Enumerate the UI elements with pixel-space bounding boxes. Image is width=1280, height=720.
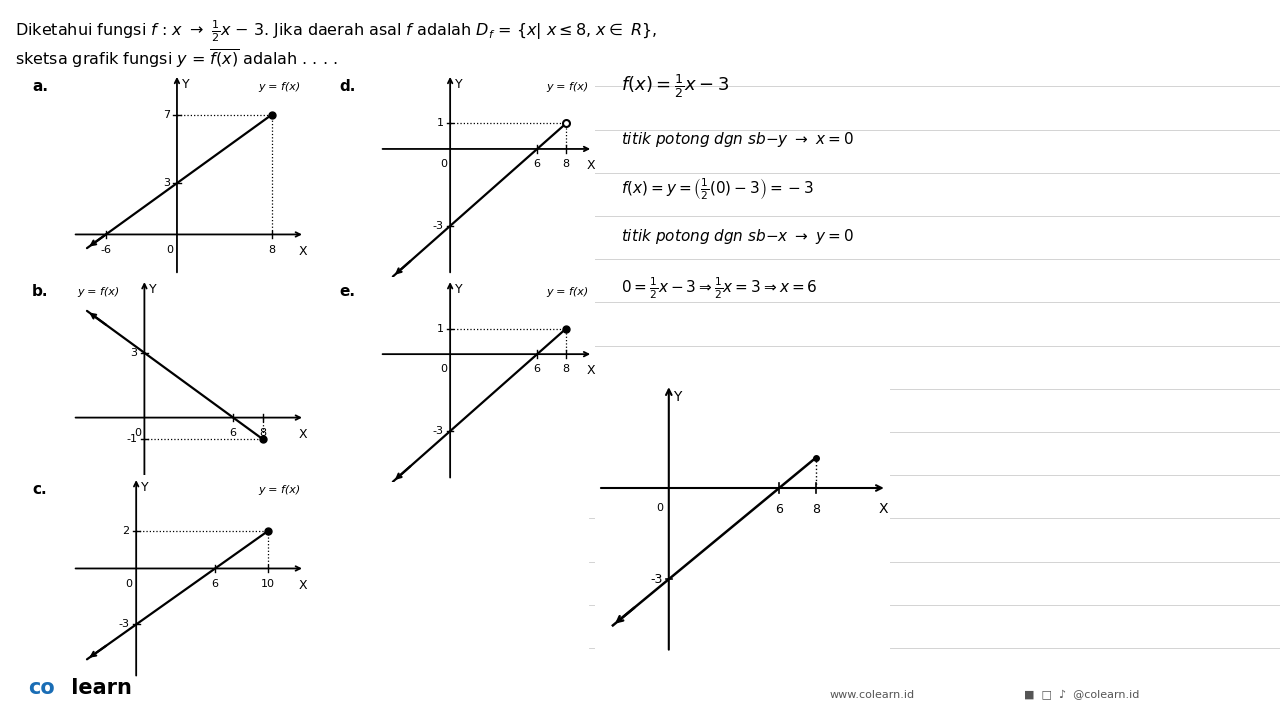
Text: ■  □  ♪  @colearn.id: ■ □ ♪ @colearn.id	[1024, 690, 1139, 700]
Text: X: X	[298, 245, 307, 258]
Text: b.: b.	[32, 284, 49, 300]
Text: 6: 6	[776, 503, 783, 516]
Text: d.: d.	[339, 79, 356, 94]
Text: Y: Y	[182, 78, 189, 91]
Text: titik potong dgn sb$-y$ $\rightarrow$ $x=0$: titik potong dgn sb$-y$ $\rightarrow$ $x…	[621, 130, 854, 148]
Text: Y: Y	[150, 284, 156, 297]
Text: 7: 7	[163, 109, 170, 120]
Text: 0: 0	[166, 245, 173, 255]
Text: 3: 3	[131, 348, 137, 358]
Text: titik potong dgn sb$-x$ $\rightarrow$ $y=0$: titik potong dgn sb$-x$ $\rightarrow$ $y…	[621, 227, 854, 246]
Text: y = f(x): y = f(x)	[78, 287, 120, 297]
Text: 1: 1	[436, 118, 444, 128]
Text: 2: 2	[122, 526, 129, 536]
Text: Y: Y	[141, 482, 148, 495]
Text: sketsa grafik fungsi $y$ = $\overline{f(x)}$ adalah . . . .: sketsa grafik fungsi $y$ = $\overline{f(…	[15, 47, 338, 70]
Text: X: X	[298, 428, 307, 441]
Text: 8: 8	[563, 364, 570, 374]
Text: 1: 1	[436, 323, 444, 333]
Text: -1: -1	[127, 434, 137, 444]
Text: 0: 0	[440, 364, 447, 374]
Text: 6: 6	[229, 428, 237, 438]
Text: 8: 8	[268, 245, 275, 255]
Text: y = f(x): y = f(x)	[257, 485, 300, 495]
Text: $f(x) = y = \left(\frac{1}{2}(0) - 3\right) = -3$: $f(x) = y = \left(\frac{1}{2}(0) - 3\rig…	[621, 176, 814, 202]
Text: -3: -3	[118, 619, 129, 629]
Text: $0 = \frac{1}{2}x - 3 \Rightarrow \frac{1}{2}x = 3 \Rightarrow x = 6$: $0 = \frac{1}{2}x - 3 \Rightarrow \frac{…	[621, 275, 818, 301]
Text: 8: 8	[563, 159, 570, 169]
Text: 0: 0	[655, 503, 663, 513]
Text: 6: 6	[211, 579, 219, 589]
Text: Y: Y	[454, 284, 462, 297]
Text: c.: c.	[32, 482, 46, 498]
Text: 0: 0	[440, 159, 447, 169]
Text: y = f(x): y = f(x)	[257, 82, 300, 92]
Text: -3: -3	[433, 426, 444, 436]
Text: 8: 8	[812, 503, 820, 516]
Text: X: X	[586, 364, 595, 377]
Text: 6: 6	[534, 364, 540, 374]
Text: X: X	[586, 159, 595, 172]
Text: -6: -6	[100, 245, 111, 255]
Text: -3: -3	[433, 221, 444, 231]
Text: Y: Y	[673, 390, 681, 404]
Text: 10: 10	[261, 579, 275, 589]
Text: y = f(x): y = f(x)	[547, 82, 589, 92]
Text: www.colearn.id: www.colearn.id	[829, 690, 915, 700]
Text: Y: Y	[454, 78, 462, 91]
Text: e.: e.	[339, 284, 356, 300]
Text: 0: 0	[134, 428, 141, 438]
Text: a.: a.	[32, 79, 49, 94]
Text: -3: -3	[650, 572, 663, 585]
Text: $f(x) = \frac{1}{2}x - 3$: $f(x) = \frac{1}{2}x - 3$	[621, 72, 728, 100]
Text: Diketahui fungsi $f$ : $x$ $\rightarrow$ $\frac{1}{2}$$x$ $-$ 3. Jika daerah asa: Diketahui fungsi $f$ : $x$ $\rightarrow$…	[15, 18, 658, 44]
Text: X: X	[879, 502, 888, 516]
Text: 8: 8	[260, 428, 266, 438]
Text: co: co	[28, 678, 55, 698]
Text: 3: 3	[163, 178, 170, 188]
Text: 6: 6	[534, 159, 540, 169]
Text: X: X	[298, 579, 307, 592]
Text: learn: learn	[64, 678, 132, 698]
Text: y = f(x): y = f(x)	[547, 287, 589, 297]
Text: 0: 0	[125, 579, 133, 589]
